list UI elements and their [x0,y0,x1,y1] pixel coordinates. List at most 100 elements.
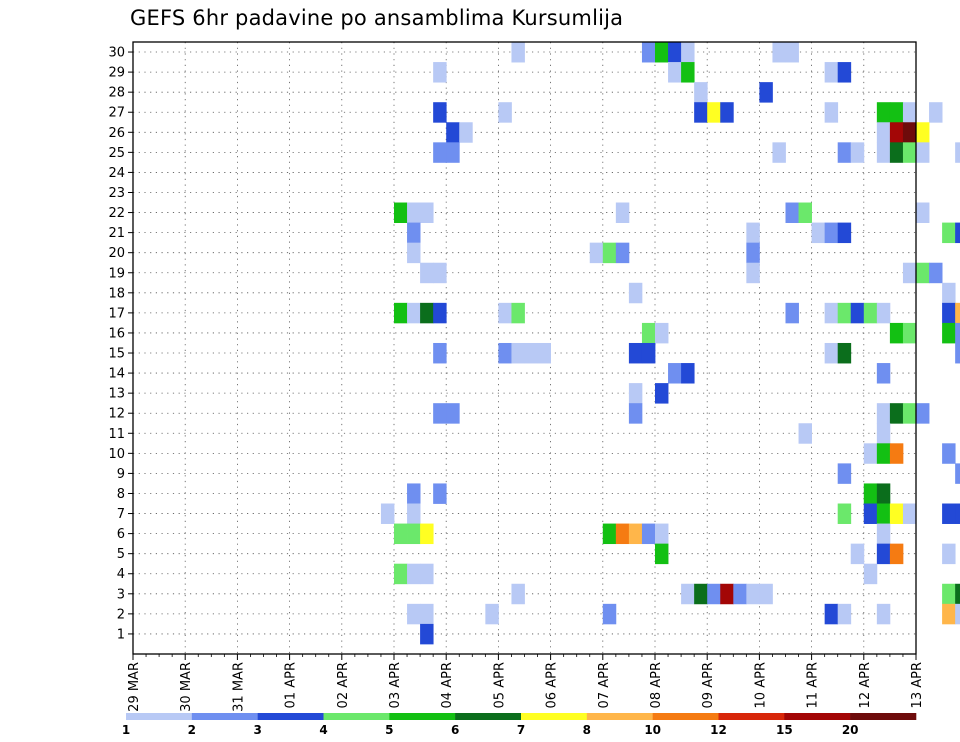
heatmap-cell [524,342,538,364]
colorbar-label: 15 [776,723,793,737]
heatmap-cell [420,202,434,223]
y-tick-label: 5 [117,547,125,562]
heatmap-cell [876,142,891,163]
heatmap-cell [615,202,630,223]
heatmap-cell [628,342,643,364]
heatmap-cell [863,563,878,585]
heatmap-cell [707,102,721,123]
heatmap-cell [955,322,960,344]
x-tick-label: 02 APR [336,662,351,708]
heatmap-cell [407,222,421,244]
colorbar-segment [126,713,193,720]
heatmap-cell [955,503,960,524]
heatmap-cell [824,342,839,364]
heatmap-cell [433,102,447,123]
colorbar-label: 10 [644,723,661,737]
heatmap-cell [394,563,408,585]
heatmap-cell [498,102,512,123]
colorbar-segment [586,713,653,720]
heatmap-cell [916,122,930,143]
colorbar-segment [323,713,390,720]
heatmap-cell [902,262,917,284]
y-tick-label: 25 [108,146,125,161]
heatmap-cell [420,302,434,324]
y-tick-label: 18 [108,286,125,301]
heatmap-cell [602,523,617,545]
colorbar-label: 4 [319,723,327,737]
x-tick-label: 07 APR [597,662,612,708]
heatmap-cell [681,363,695,384]
heatmap-cell [916,202,930,223]
y-tick-label: 26 [108,126,125,141]
heatmap-cell [876,363,891,384]
colorbar-segment [718,713,785,720]
heatmap-cell [876,483,891,504]
heatmap-cell [942,603,956,625]
heatmap-cell [955,142,960,163]
heatmap-cell [668,62,682,83]
heatmap-cell [615,242,630,264]
heatmap-cell [589,242,604,264]
heatmap-cell [942,503,956,524]
heatmap-cell [446,403,460,424]
heatmap-cell [824,102,839,123]
heatmap-cell [707,583,721,605]
heatmap-cell [641,342,656,364]
heatmap-cell [511,342,525,364]
heatmap-cell [902,503,917,524]
heatmap-cell [902,403,917,424]
heatmap-cell [433,342,447,364]
heatmap-cell [876,503,891,524]
colorbar-label: 6 [451,723,459,737]
heatmap-cell [824,222,839,244]
x-axis: 29 MAR 30 MAR 31 MAR 01 APR 02 APR 03 APR 04 A… [127,654,925,712]
heatmap-cell [407,563,421,585]
colorbar-segment [455,713,522,720]
heatmap-cell [942,322,956,344]
heatmap-cell [876,443,891,464]
heatmap-cell [876,603,891,625]
colorbar-label: 8 [583,723,591,737]
heatmap-cell [420,262,434,284]
y-tick-label: 1 [117,627,125,642]
heatmap-cell [420,523,434,545]
heatmap-cell [889,142,904,163]
colorbar-label: 20 [842,723,859,737]
heatmap-cell [694,102,708,123]
heatmap-cell [407,302,421,324]
heatmap-cell [681,62,695,83]
x-tick-label: 12 APR [858,662,873,708]
y-tick-label: 21 [108,226,125,241]
heatmap-cell [655,42,669,63]
y-tick-label: 14 [108,367,125,382]
heatmap-cell [694,82,708,103]
heatmap-cell [889,443,904,464]
heatmap-cell [733,583,747,605]
colorbar-label: 3 [253,723,261,737]
heatmap-cell [420,563,434,585]
heatmap-cell [785,202,799,223]
heatmap-cell [746,242,760,264]
heatmap-cell [889,543,904,565]
y-tick-label: 8 [117,487,125,502]
heatmap-cell [498,302,512,324]
heatmap-cell [876,403,891,424]
heatmap-cell [824,62,839,83]
heatmap-cell [668,42,682,63]
heatmap-cell [407,483,421,504]
heatmap-cell [876,523,891,545]
x-tick-label: 13 APR [910,662,925,708]
heatmap-cell [889,403,904,424]
heatmap-cell [655,543,669,565]
heatmap-cell [433,62,447,83]
heatmap-cell [655,383,669,404]
heatmap-cell [850,142,865,163]
heatmap-cell [889,102,904,123]
heatmap-cell [641,523,656,545]
heatmap-cell [876,423,891,444]
heatmap-cell [433,403,447,424]
heatmap-cell [759,583,773,605]
heatmap-cell [837,62,852,83]
heatmap-cell [537,342,551,364]
heatmap-cell [955,302,960,324]
